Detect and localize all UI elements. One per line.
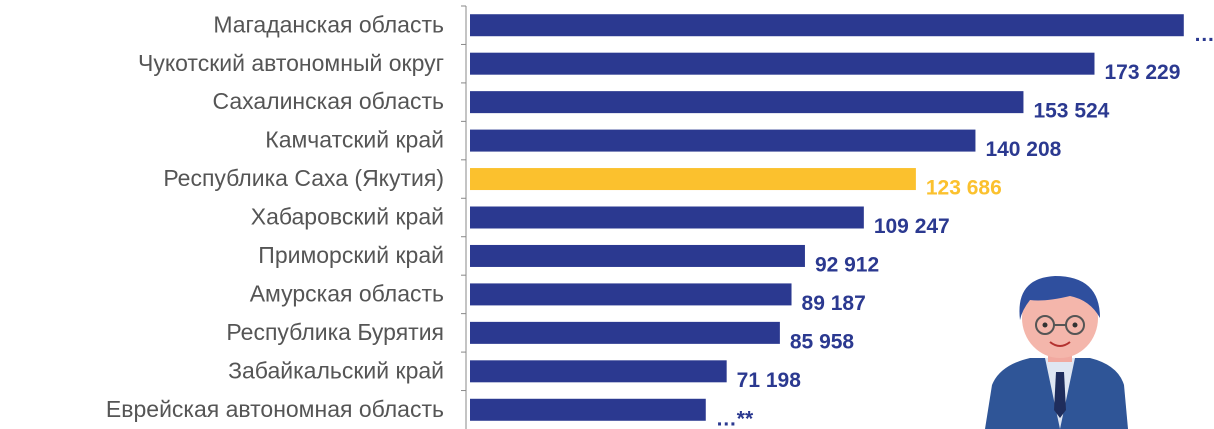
value-label: 173 229: [1104, 61, 1180, 84]
bar: [470, 322, 780, 344]
bar: [470, 283, 792, 305]
bar: [470, 245, 805, 267]
y-tick-label: Республика Саха (Якутия): [163, 165, 444, 191]
value-label: …**: [1194, 23, 1214, 46]
value-label: 123 686: [926, 177, 1002, 200]
y-tick-label: Приморский край: [258, 242, 444, 268]
value-label: 85 958: [790, 330, 855, 353]
value-label: 71 198: [737, 369, 802, 392]
y-tick-label: Хабаровский край: [251, 204, 444, 230]
y-tick-label: Еврейская автономная область: [106, 396, 444, 422]
bar: [470, 130, 975, 152]
y-tick-label: Амурская область: [250, 280, 444, 306]
y-tick-label: Республика Бурятия: [226, 319, 444, 345]
y-tick-label: Забайкальский край: [228, 357, 444, 383]
value-label: 153 524: [1033, 100, 1109, 123]
value-label: 92 912: [815, 254, 879, 277]
bar: [470, 399, 706, 421]
y-tick-label: Магаданская область: [213, 11, 444, 37]
y-tick-label: Чукотский автономный округ: [138, 50, 444, 76]
y-tick-label: Камчатский край: [265, 127, 444, 153]
value-label: 109 247: [874, 215, 950, 238]
person-illustration: [985, 276, 1128, 429]
bar: [470, 360, 727, 382]
value-label: …**: [716, 407, 754, 429]
chart: Магаданская область …** Чукотский автономн…: [0, 0, 1214, 429]
bar: [470, 91, 1023, 113]
y-tick-label: Сахалинская область: [212, 88, 444, 114]
value-label: 89 187: [802, 292, 866, 315]
bar: [470, 207, 864, 229]
bar: [470, 53, 1094, 75]
value-label: 140 208: [985, 138, 1061, 161]
bar: [470, 168, 916, 190]
bar: [470, 14, 1184, 36]
